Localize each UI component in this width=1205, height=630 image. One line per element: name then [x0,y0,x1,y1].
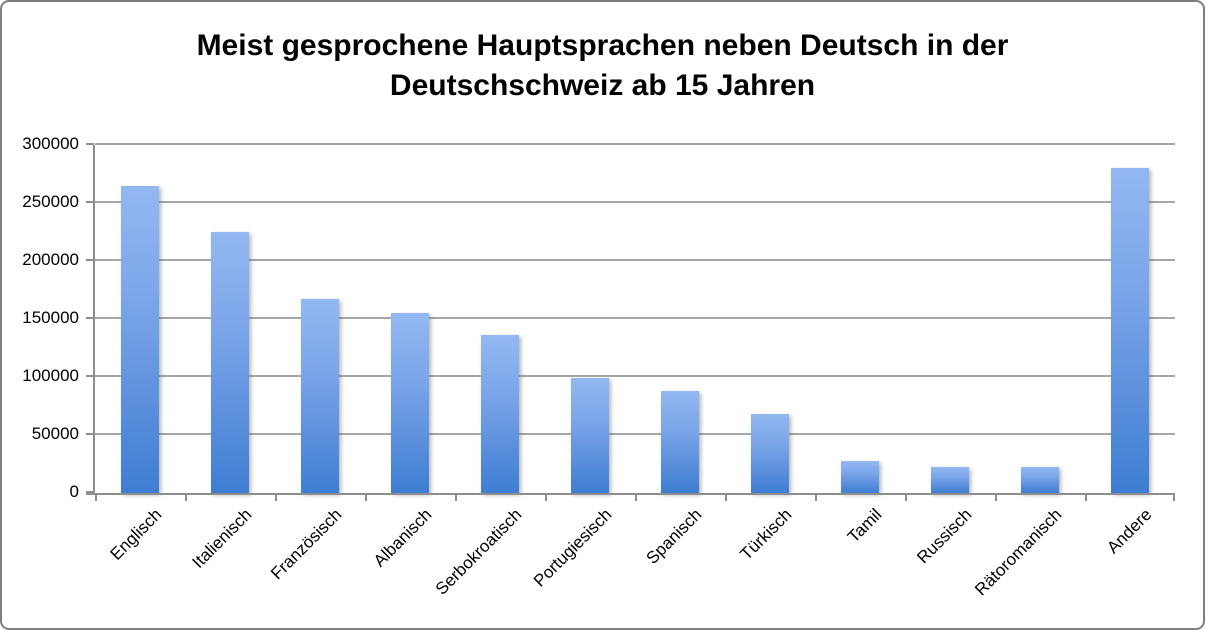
bar-slot [455,145,545,493]
chart-title-line-2: Deutschschweiz ab 15 Jahren [389,69,816,102]
bar-spanisch [661,391,699,493]
gridline [95,375,1175,377]
bar-slot [905,145,995,493]
x-axis-tick [275,494,277,501]
gridline [95,259,1175,261]
bar-slot [275,145,365,493]
x-axis-tick [1173,494,1175,501]
x-axis-tick [725,494,727,501]
bar-slot [545,145,635,493]
y-axis-tick-label: 100000 [22,366,79,385]
plot-area: 0 50000 100000 150000 200000 250000 300000 Eng… [22,134,1175,599]
bar-französisch [301,299,339,493]
bar-slot [1085,145,1175,493]
y-axis-tick [86,259,94,261]
x-axis-tick [1085,494,1087,501]
bar-türkisch [751,414,789,493]
x-axis-tick [815,494,817,501]
x-axis-line [86,493,1175,495]
y-axis-tick [86,201,94,203]
bar-slot [95,145,185,493]
bar-slot [365,145,455,493]
y-axis-tick-label: 150000 [22,308,79,327]
bar-serbokroatisch [481,335,519,493]
x-axis-tick [185,494,187,501]
bar-italienisch [211,232,249,493]
gridline [95,143,1175,145]
bar-slot [725,145,815,493]
x-axis-tick [95,494,97,501]
bar-slot [635,145,725,493]
x-axis-tick [905,494,907,501]
y-axis-tick-label: 250000 [22,192,79,211]
y-axis-tick [86,375,94,377]
bar-slot [995,145,1085,493]
gridline [95,201,1175,203]
gridline [95,433,1175,435]
y-axis-tick [86,143,94,145]
y-axis-tick [86,491,94,493]
x-axis-tick [995,494,997,501]
bar-slot [185,145,275,493]
y-axis-line [93,145,95,493]
y-axis-tick-label: 300000 [22,134,79,153]
bar-englisch [121,186,159,493]
y-axis-tick [86,317,94,319]
y-axis-tick [86,433,94,435]
x-axis-tick [455,494,457,501]
bar-andere [1111,168,1149,493]
x-axis-tick [545,494,547,501]
bar-layer [95,145,1175,493]
y-axis-tick-label: 200000 [22,250,79,269]
chart-title-line-1: Meist gesprochene Hauptsprachen neben De… [196,29,1009,62]
chart-title: Meist gesprochene Hauptsprachen neben De… [2,26,1203,106]
bar-portugiesisch [571,378,609,493]
bar-slot [815,145,905,493]
y-axis-tick-label: 50000 [31,424,79,443]
y-axis-tick-label: 0 [69,482,79,501]
x-axis-tick [635,494,637,501]
gridline [95,317,1175,319]
bar-tamil [841,461,879,493]
x-axis-tick [365,494,367,501]
bar-russisch [931,467,969,493]
bar-rätoromanisch [1021,467,1059,493]
bar-albanisch [391,313,429,493]
